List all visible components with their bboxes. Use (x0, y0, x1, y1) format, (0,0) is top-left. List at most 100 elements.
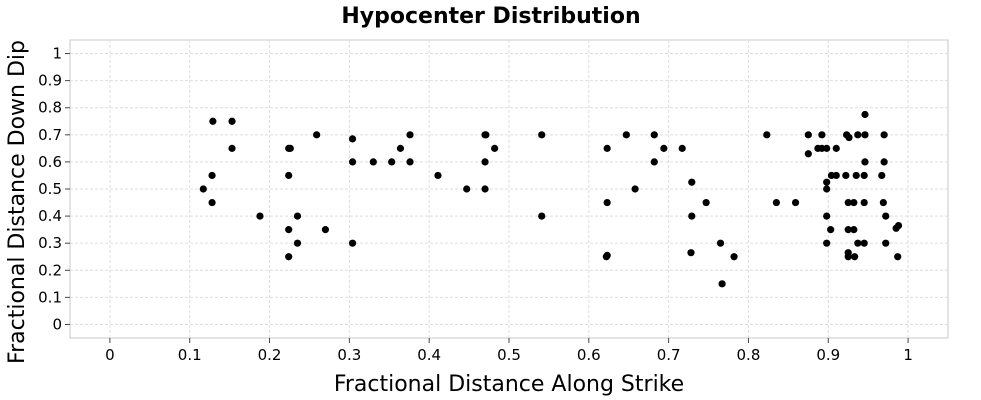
data-point (860, 239, 868, 247)
data-point (804, 150, 812, 158)
data-point (854, 239, 862, 247)
data-point (804, 131, 812, 139)
data-point (827, 226, 835, 234)
data-point (538, 131, 546, 139)
x-axis-ticks: 0 0.1 0.2 0.3 0.4 0.5 0.6 0.7 0.8 0.9 1 (105, 338, 913, 364)
data-point (348, 135, 357, 143)
data-point (861, 110, 869, 119)
data-point (482, 131, 490, 139)
data-point (208, 198, 216, 207)
x-tick-label: 0.9 (816, 346, 840, 364)
data-point (823, 178, 831, 186)
data-point (823, 144, 831, 152)
data-point (861, 131, 869, 139)
data-point (844, 226, 852, 234)
data-point (603, 144, 611, 152)
data-point (481, 185, 489, 193)
data-point (369, 158, 377, 166)
x-tick-label: 0.5 (497, 346, 521, 364)
data-point (286, 144, 294, 152)
data-point (348, 239, 357, 247)
chart-title: Hypocenter Distribution (341, 4, 640, 29)
data-point (832, 144, 840, 152)
data-point (878, 171, 886, 180)
data-point (882, 212, 890, 220)
data-point (860, 171, 868, 180)
x-tick-label: 0.4 (417, 346, 441, 364)
y-tick-label: 0.1 (38, 288, 62, 306)
data-point (603, 251, 611, 259)
data-point (650, 158, 658, 166)
data-point (763, 131, 771, 139)
data-point (894, 221, 903, 230)
y-tick-label: 0.2 (38, 261, 62, 279)
x-tick-label: 0.1 (178, 346, 202, 364)
data-point (852, 171, 860, 180)
data-point (844, 249, 852, 257)
data-point (823, 212, 831, 220)
y-axis-ticks: 0 0.1 0.2 0.3 0.4 0.5 0.6 0.7 0.8 0.9 1 (38, 45, 70, 333)
data-point (880, 131, 888, 139)
y-tick-label: 1 (52, 45, 62, 63)
data-point (228, 144, 236, 152)
data-point (772, 198, 780, 207)
data-point (850, 226, 858, 234)
data-point (861, 158, 869, 166)
x-tick-label: 0.3 (337, 346, 361, 364)
data-point (882, 239, 890, 247)
data-point (406, 131, 414, 139)
data-point (678, 144, 686, 152)
data-point (650, 131, 658, 139)
y-tick-label: 0.5 (38, 180, 62, 198)
data-point (879, 198, 887, 207)
data-point (880, 158, 888, 166)
data-point (631, 185, 639, 193)
data-point (688, 212, 696, 220)
data-point (894, 253, 902, 261)
grid-lines (70, 40, 948, 338)
data-point (688, 178, 696, 186)
x-tick-label: 0.2 (258, 346, 282, 364)
data-point (860, 198, 868, 207)
data-point (622, 131, 630, 139)
y-tick-label: 0.3 (38, 234, 62, 252)
data-point (854, 131, 862, 139)
x-tick-label: 1 (903, 346, 913, 364)
data-point (396, 144, 405, 152)
data-point (285, 171, 293, 180)
data-point (293, 239, 302, 247)
x-tick-label: 0.7 (657, 346, 681, 364)
data-point (208, 171, 216, 180)
data-point (718, 280, 726, 288)
data-point (850, 198, 858, 207)
y-tick-label: 0 (52, 315, 62, 333)
data-point (832, 171, 840, 180)
data-point (851, 253, 859, 261)
data-point (716, 239, 725, 247)
x-tick-label: 0.6 (577, 346, 601, 364)
data-point (730, 253, 738, 261)
y-tick-label: 0.8 (38, 99, 62, 117)
data-point (823, 185, 831, 193)
y-tick-label: 0.6 (38, 153, 62, 171)
data-point (463, 185, 471, 193)
y-tick-label: 0.9 (38, 72, 62, 90)
y-tick-label: 0.7 (38, 126, 62, 144)
data-point (313, 131, 321, 139)
data-point (481, 158, 489, 166)
y-tick-label: 0.4 (38, 207, 62, 225)
data-point (687, 249, 695, 257)
data-point (603, 198, 611, 207)
data-point (285, 226, 293, 234)
data-point (842, 171, 850, 180)
data-point (285, 253, 293, 261)
data-point (228, 117, 236, 125)
x-tick-label: 0.8 (737, 346, 761, 364)
data-point (348, 158, 357, 166)
x-axis-label: Fractional Distance Along Strike (334, 372, 684, 397)
data-point (321, 226, 330, 234)
data-point (406, 158, 414, 166)
data-point (823, 239, 831, 247)
